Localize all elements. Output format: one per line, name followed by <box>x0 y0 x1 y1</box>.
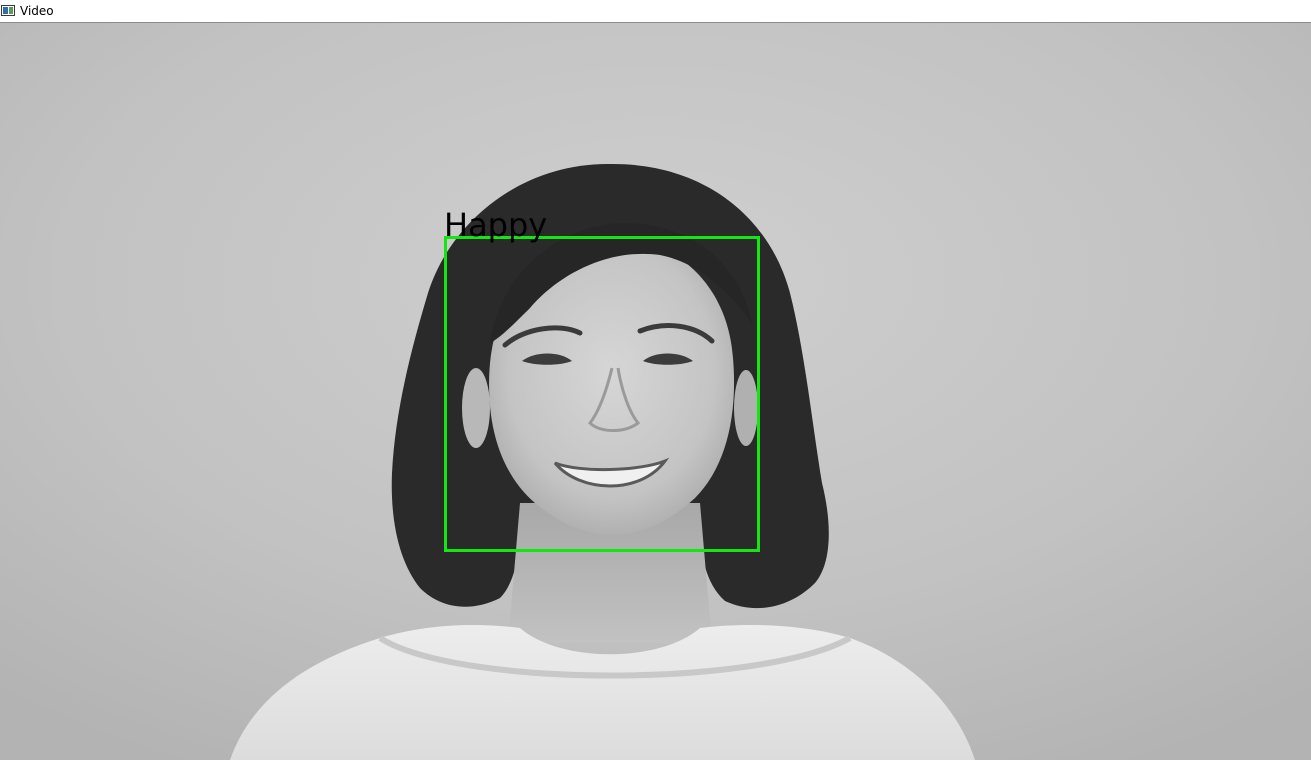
face-detection-box <box>444 236 760 552</box>
window-title: Video <box>20 4 54 18</box>
title-bar[interactable]: Video <box>0 0 1311 23</box>
video-frame: Happy <box>0 23 1311 760</box>
app-window-icon <box>1 5 15 16</box>
emotion-label: Happy <box>444 206 548 244</box>
video-frame-image <box>0 23 1311 760</box>
